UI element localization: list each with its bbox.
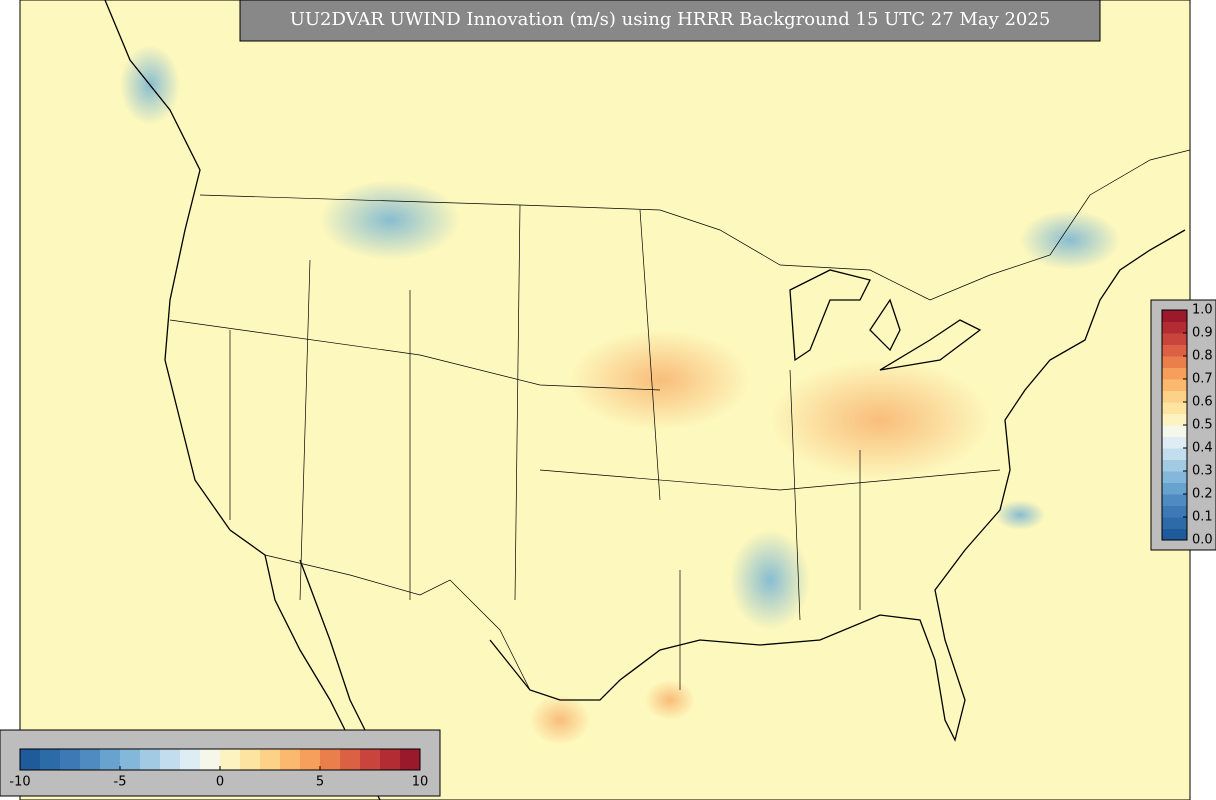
colorbar-segment — [1162, 436, 1187, 449]
colorbar-segment — [1162, 459, 1187, 472]
tick-label: 10 — [412, 775, 429, 790]
colorbar-segment — [1162, 413, 1187, 426]
vertical-colorbar: 0.0 0.1 0.2 0.3 0.4 0.5 0.6 0.7 0.8 0.9 1.0 — [1161, 303, 1213, 548]
colorbar-segment — [1162, 333, 1187, 345]
colorbar-segment — [1162, 402, 1187, 414]
colorbar-segment — [1162, 471, 1187, 483]
colorbar-segment — [1162, 425, 1187, 437]
warm-region — [645, 680, 695, 720]
tick-label: 0.9 — [1192, 326, 1213, 341]
colorbar-segment — [260, 749, 281, 770]
coastline — [104, 0, 381, 800]
colorbar-segment — [300, 749, 321, 770]
warm-region — [570, 330, 750, 430]
colorbar-segment — [1162, 517, 1187, 529]
tick-label: 5 — [316, 775, 324, 790]
colorbar-segment — [20, 749, 41, 770]
colorbar-segment — [1162, 528, 1187, 541]
coastline — [299, 229, 1186, 751]
tick-label: 0.8 — [1192, 349, 1213, 364]
colorbar-segment — [400, 749, 421, 770]
colorbar-segment — [360, 749, 381, 770]
colorbar-segment — [200, 749, 221, 770]
warm-region — [770, 360, 990, 480]
tick-label: 0.2 — [1192, 487, 1213, 502]
colorbar-segment — [1162, 448, 1187, 460]
great-lakes — [789, 269, 982, 371]
country-border — [264, 554, 531, 691]
tick-label: 0.3 — [1192, 464, 1213, 479]
colorbar-segment — [280, 749, 301, 770]
title-box — [239, 0, 1101, 42]
colorbar-segment — [40, 749, 61, 770]
tick-label: 1.0 — [1192, 303, 1213, 318]
horizontal-colorbar: -10 -5 0 5 10 — [9, 748, 429, 790]
tick-label: 0 — [216, 775, 224, 790]
colorbar-segment — [1162, 482, 1187, 495]
tick-label: 0.0 — [1192, 533, 1213, 548]
field-shading — [120, 45, 1120, 745]
warm-region — [530, 695, 590, 745]
colorbar-segment — [380, 749, 401, 770]
cool-region — [1020, 210, 1120, 270]
colorbar-segment — [1162, 367, 1187, 380]
colorbar-segment — [320, 749, 341, 770]
tick-label: 0.4 — [1192, 441, 1213, 456]
colorbar-segment — [180, 749, 201, 770]
colorbar-segment — [1162, 494, 1187, 506]
colorbar-segment — [140, 749, 161, 770]
colorbar-segment — [1162, 390, 1187, 403]
tick-label: -10 — [9, 775, 30, 790]
colorbar-segment — [1162, 344, 1187, 357]
colorbar-segment — [1162, 310, 1187, 322]
colorbar-segment — [120, 749, 141, 770]
colorbar-segment — [220, 749, 241, 770]
colorbar-segment — [80, 749, 101, 770]
colorbar-segment — [1162, 379, 1187, 391]
state-borders — [169, 204, 1001, 690]
colorbar-segment — [60, 749, 81, 770]
map-title: UU2DVAR UWIND Innovation (m/s) using HRR… — [290, 9, 1051, 30]
country-border — [199, 149, 1191, 301]
tick-label: 0.6 — [1192, 395, 1213, 410]
colorbar-segment — [1162, 321, 1187, 334]
tick-label: -5 — [114, 775, 127, 790]
colorbar-segment — [1162, 356, 1187, 368]
colorbar-segment — [340, 749, 361, 770]
colorbar-segment — [160, 749, 181, 770]
tick-label: 0.7 — [1192, 372, 1213, 387]
cool-region — [320, 180, 460, 260]
cool-region — [995, 500, 1045, 530]
tick-label: 0.5 — [1192, 418, 1213, 433]
tick-label: 0.1 — [1192, 510, 1213, 525]
colorbar-segment — [1162, 505, 1187, 518]
colorbar-segment — [240, 749, 261, 770]
cool-region — [730, 530, 810, 630]
colorbar-segment — [100, 749, 121, 770]
